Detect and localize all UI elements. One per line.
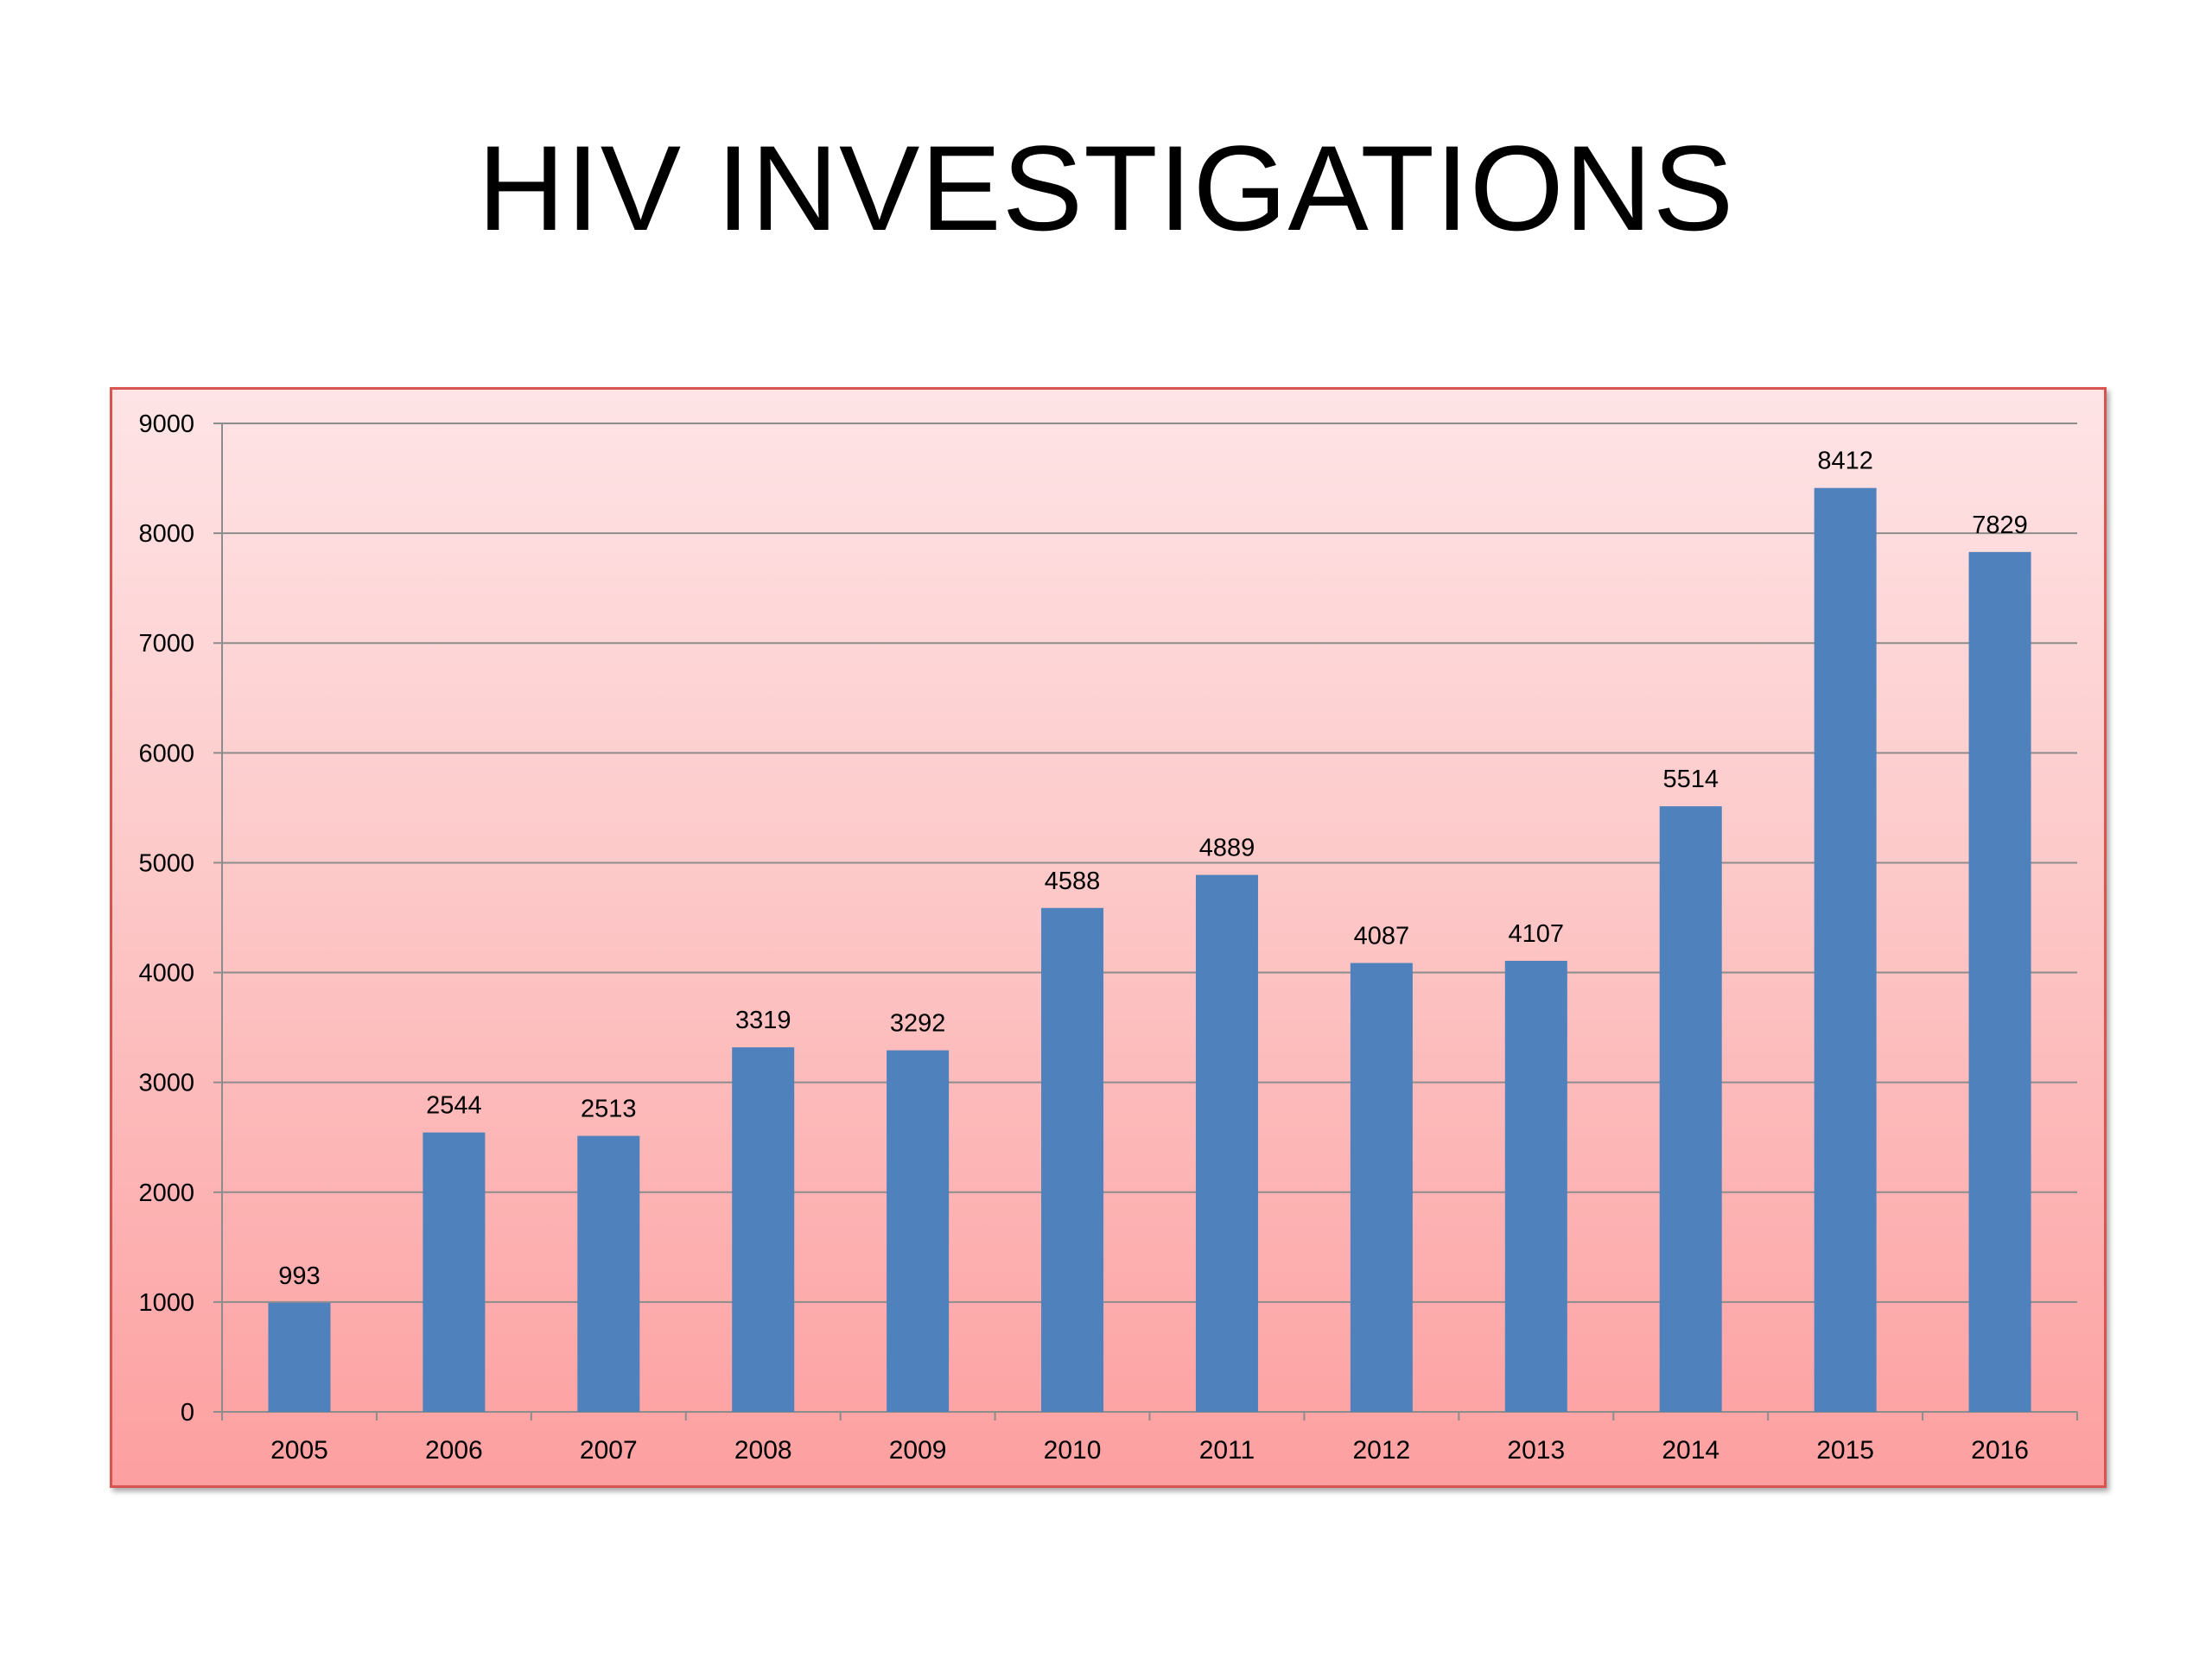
data-label: 5514 <box>1662 766 1719 793</box>
x-tick-label: 2007 <box>580 1436 638 1465</box>
x-tick-label: 2011 <box>1199 1436 1255 1465</box>
y-tick-label: 4000 <box>138 960 194 988</box>
bar <box>1195 874 1258 1412</box>
y-tick-label: 8000 <box>138 520 194 548</box>
data-label: 2544 <box>426 1092 482 1120</box>
data-label: 7829 <box>1972 512 2028 539</box>
data-label: 4889 <box>1199 835 1255 862</box>
y-tick-label: 6000 <box>138 740 194 767</box>
bar <box>268 1302 331 1412</box>
bar <box>887 1050 950 1412</box>
x-tick-label: 2016 <box>1971 1436 2029 1465</box>
x-tick-label: 2014 <box>1662 1436 1719 1465</box>
data-label: 4107 <box>1509 920 1565 948</box>
x-tick-label: 2013 <box>1507 1436 1565 1465</box>
bar <box>1350 963 1413 1412</box>
y-tick-label: 9000 <box>138 410 194 438</box>
data-label: 2513 <box>581 1096 637 1123</box>
bar <box>1968 551 2031 1412</box>
bar <box>577 1135 640 1412</box>
y-tick-label: 1000 <box>138 1289 194 1317</box>
bar <box>1814 487 1877 1412</box>
data-label: 4588 <box>1045 868 1101 895</box>
data-label: 993 <box>278 1262 320 1290</box>
x-tick-label: 2010 <box>1044 1436 1102 1465</box>
y-tick-label: 3000 <box>138 1070 194 1097</box>
slide-title: HIV INVESTIGATIONS <box>477 120 1735 256</box>
bar <box>1041 907 1104 1412</box>
data-label: 3319 <box>735 1007 791 1034</box>
y-tick-label: 0 <box>181 1399 194 1427</box>
bar <box>423 1132 486 1412</box>
y-tick-label: 7000 <box>138 630 194 658</box>
y-tick-label: 5000 <box>138 849 194 877</box>
bar <box>1659 806 1722 1412</box>
bar <box>1504 960 1567 1412</box>
data-label: 4087 <box>1354 922 1410 950</box>
x-tick-label: 2005 <box>270 1436 328 1465</box>
x-tick-label: 2006 <box>425 1436 483 1465</box>
x-tick-label: 2009 <box>889 1436 947 1465</box>
data-label: 8412 <box>1817 448 1873 475</box>
x-tick-label: 2012 <box>1353 1436 1411 1465</box>
data-label: 3292 <box>890 1010 946 1038</box>
bar <box>732 1047 795 1412</box>
x-tick-label: 2008 <box>734 1436 792 1465</box>
x-tick-label: 2015 <box>1816 1436 1874 1465</box>
y-tick-label: 2000 <box>138 1179 194 1207</box>
